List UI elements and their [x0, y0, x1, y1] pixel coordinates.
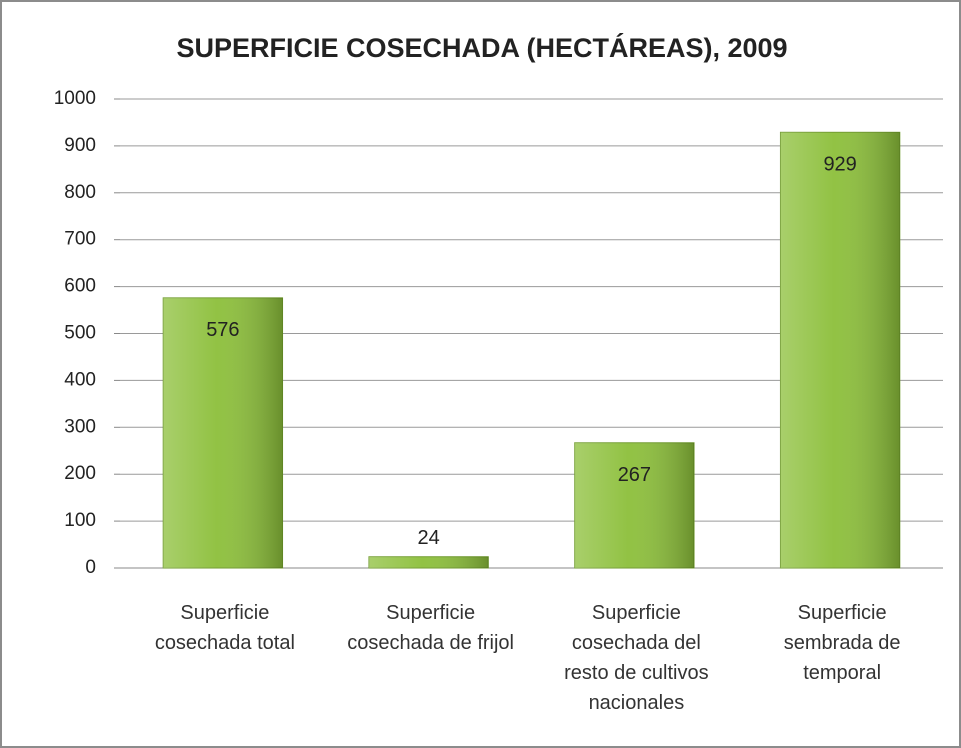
bar-shade [163, 297, 283, 568]
y-tick-label: 900 [64, 135, 96, 156]
value-label: 576 [206, 319, 239, 341]
x-tick-label: Superficie cosechada total [154, 602, 295, 654]
bar-shade [368, 556, 489, 568]
y-tick-label: 100 [64, 510, 96, 531]
y-tick-label: 600 [64, 276, 96, 297]
x-tick-label: Superficie cosechada del resto de cultiv… [564, 602, 709, 714]
y-tick-label: 200 [64, 463, 96, 484]
y-tick-label: 500 [64, 323, 96, 344]
y-tick-label: 0 [85, 557, 96, 578]
y-tick-label: 700 [64, 229, 96, 250]
x-tick-label: Superficie cosechada de frijol [347, 602, 515, 654]
bar-shade [574, 442, 695, 568]
y-tick-label: 800 [64, 182, 96, 203]
y-tick-label: 400 [64, 369, 96, 390]
value-label: 929 [823, 154, 856, 176]
y-tick-label: 300 [64, 416, 96, 437]
value-label: 24 [418, 527, 440, 549]
y-tick-label: 1000 [54, 88, 96, 109]
x-tick-label: Superficie sembrada de temporal [783, 602, 901, 684]
value-label: 267 [618, 464, 651, 486]
chart-title: SUPERFICIE COSECHADA (HECTÁREAS), 2009 [176, 32, 787, 63]
bar-shade [780, 132, 900, 568]
